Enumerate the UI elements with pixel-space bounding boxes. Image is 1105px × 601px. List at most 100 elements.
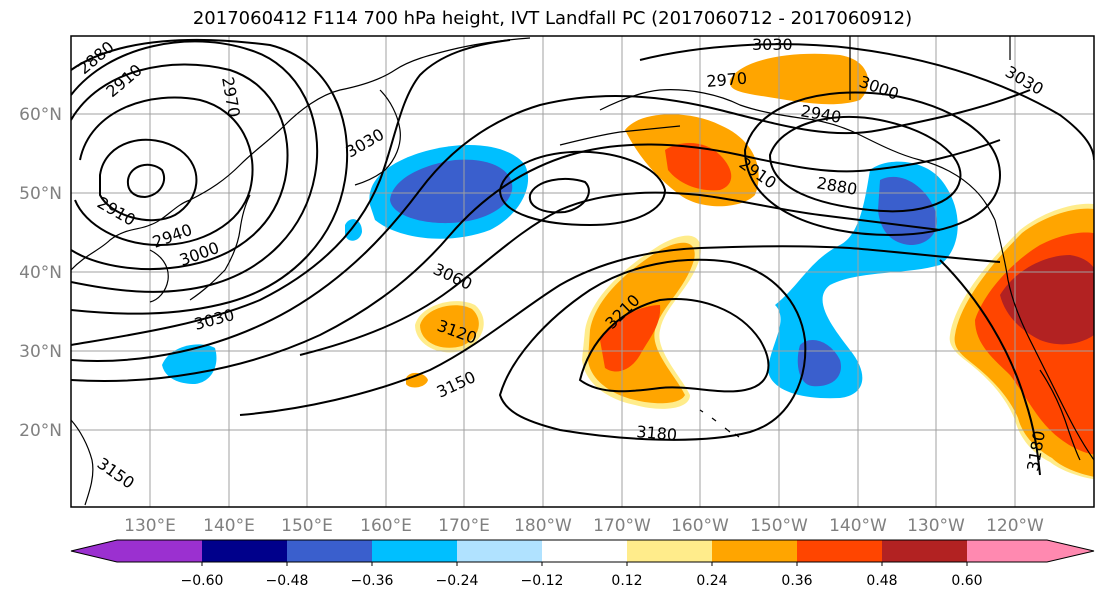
colorbar-outline <box>70 539 1095 563</box>
negative-anomaly-east <box>768 161 958 399</box>
colorbar-tick-label: −0.12 <box>521 573 564 589</box>
contour-3030-west <box>71 39 511 346</box>
map-frame <box>70 35 1095 508</box>
contour-2970 <box>71 40 319 293</box>
colorbar-segment <box>457 540 542 562</box>
colorbar-segment <box>117 540 202 562</box>
colorbar-segment <box>882 540 967 562</box>
contour-label: 2970 <box>706 69 748 91</box>
contour-3180-east <box>939 259 1041 476</box>
coast-aleutians <box>559 125 681 146</box>
contour-3060 <box>71 89 1031 362</box>
colorbar-segment <box>967 540 1047 562</box>
colorbar-tick-label: 0.60 <box>951 573 982 589</box>
contour-east-low <box>768 116 962 213</box>
colorbar-tick-label: −0.48 <box>266 573 309 589</box>
colorbar-segment <box>797 540 882 562</box>
colorbar-segment <box>542 540 627 562</box>
lon-label: 170°W <box>593 516 651 536</box>
coast-alaska <box>599 89 996 221</box>
contour-east-low-2 <box>743 91 1002 237</box>
lon-label: 150°W <box>750 516 808 536</box>
height-contours <box>71 38 1094 476</box>
colorbar-extend-low <box>71 540 117 562</box>
colorbar-tick-label: 0.12 <box>611 573 642 589</box>
lon-label: 120°W <box>986 516 1044 536</box>
colorbar: −0.60 −0.48 −0.36 −0.24 −0.12 0.12 0.24 … <box>70 539 1095 589</box>
lon-label: 140°W <box>829 516 887 536</box>
lat-label: 60°N <box>19 105 62 125</box>
colorbar-segment <box>712 540 797 562</box>
contour-label: 3180 <box>636 422 678 444</box>
contour-label: 3150 <box>94 454 138 493</box>
negative-anomaly-subtropic <box>162 344 217 384</box>
contour-label: 2910 <box>94 193 139 230</box>
lon-label: 130°W <box>907 516 965 536</box>
coast-hawaii <box>699 409 740 438</box>
colorbar-segment <box>202 540 287 562</box>
contour-2910-west <box>74 96 254 247</box>
lat-label: 50°N <box>19 184 62 204</box>
lon-label: 180°W <box>514 516 572 536</box>
coast-korea <box>149 249 169 303</box>
colorbar-segment <box>372 540 457 562</box>
contour-3000 <box>71 38 349 315</box>
contour-3030-east <box>639 43 1094 161</box>
contour-label: 3030 <box>1002 62 1047 99</box>
contour-3120 <box>299 191 941 356</box>
lat-label: 20°N <box>19 421 62 441</box>
contour-low-west-2 <box>99 138 198 222</box>
latitude-labels: 60°N 50°N 40°N 30°N 20°N <box>19 105 62 441</box>
colorbar-segment <box>287 540 372 562</box>
colorbar-ticks <box>201 562 968 566</box>
contour-3210 <box>578 298 770 393</box>
colorbar-tick-label: −0.36 <box>351 573 394 589</box>
lon-label: 130°E <box>124 516 176 536</box>
lon-label: 140°E <box>203 516 255 536</box>
colorbar-tick-label: 0.24 <box>696 573 727 589</box>
map-area <box>71 36 1094 507</box>
strong-negative-anomaly-west <box>390 159 513 224</box>
lon-label: 150°E <box>281 516 333 536</box>
map-title: 2017060412 F114 700 hPa height, IVT Land… <box>192 8 913 29</box>
contour-low-west <box>126 163 165 199</box>
lon-label: 160°W <box>671 516 729 536</box>
coastlines <box>71 36 1094 506</box>
lon-label: 160°E <box>360 516 412 536</box>
positive-anomaly-north <box>729 53 869 105</box>
strong-positive-anomaly-plume <box>600 305 661 372</box>
colorbar-tick-label: −0.60 <box>181 573 224 589</box>
contour-3180 <box>498 258 807 441</box>
contour-3090 <box>71 139 1001 383</box>
negative-anomaly-small <box>345 219 362 241</box>
strong-negative-anomaly-east-south <box>797 340 841 387</box>
coast-canada-border <box>849 36 1011 100</box>
contour-label: 3030 <box>343 125 388 162</box>
colorbar-segment <box>627 540 712 562</box>
graticule <box>71 36 1094 507</box>
contour-2940 <box>71 63 289 270</box>
colorbar-extend-high <box>1047 540 1094 562</box>
coast-philippines <box>71 419 94 506</box>
contour-2910-mid <box>498 150 667 227</box>
very-strong-positive-anomaly-us-west <box>1000 255 1094 345</box>
contour-label: 2910 <box>102 60 145 101</box>
coast-kamchatka <box>354 89 401 186</box>
contour-label: 2970 <box>218 75 244 118</box>
lat-label: 40°N <box>19 263 62 283</box>
colorbar-tick-label: 0.36 <box>781 573 812 589</box>
longitude-labels: 130°E 140°E 150°E 160°E 170°E 180°W 170°… <box>124 516 1044 536</box>
coast-north-america <box>994 219 1094 461</box>
colorbar-tick-label: 0.48 <box>866 573 897 589</box>
contour-label: 3000 <box>857 72 902 104</box>
colorbar-tick-label: −0.24 <box>436 573 479 589</box>
lat-label: 30°N <box>19 342 62 362</box>
coast-asia <box>71 37 531 271</box>
lon-label: 170°E <box>438 516 490 536</box>
coast-baja <box>1039 369 1081 461</box>
strong-positive-anomaly-alaska <box>665 143 732 191</box>
contour-label: 3030 <box>752 35 793 54</box>
contour-label: 2880 <box>815 173 858 199</box>
contour-inner-low <box>528 177 590 214</box>
